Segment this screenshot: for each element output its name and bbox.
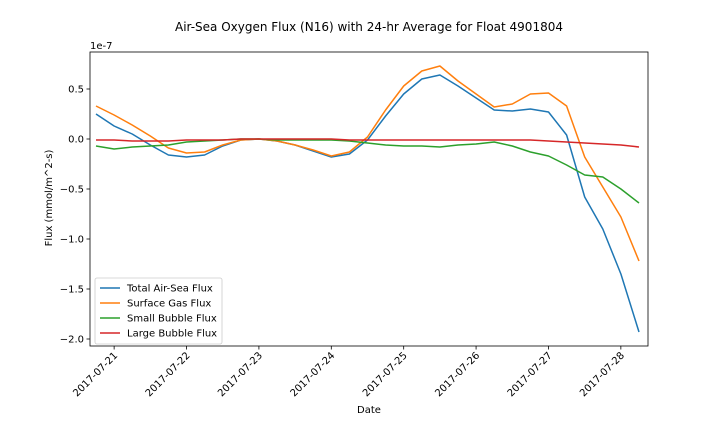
legend-label: Small Bubble Flux [127,314,217,325]
y-axis-label: Flux (mmol/m^2-s) [44,149,55,246]
legend: Total Air-Sea Flux Surface Gas Flux Small … [94,277,223,345]
y-tick-label: −0.5 [60,185,84,196]
legend-box [94,277,223,345]
plot-frame [89,51,649,347]
y-tick-label: 0.0 [68,135,84,146]
series-line [95,65,640,262]
series-line [95,138,640,204]
y-tick-label: 0.5 [68,85,84,96]
y-offset-label: 1e-7 [90,41,113,52]
x-axis-label: Date [357,405,381,416]
legend-label: Large Bubble Flux [127,329,217,340]
chart-title: Air-Sea Oxygen Flux (N16) with 24-hr Ave… [175,20,563,34]
series-line [96,138,640,148]
series-lines [95,65,640,333]
legend-label: Surface Gas Flux [127,299,211,310]
y-tick-label: −1.5 [60,285,84,296]
y-tick-label: −1.0 [60,235,84,246]
y-tick-label: −2.0 [60,335,84,346]
legend-label: Total Air-Sea Flux [126,284,213,295]
